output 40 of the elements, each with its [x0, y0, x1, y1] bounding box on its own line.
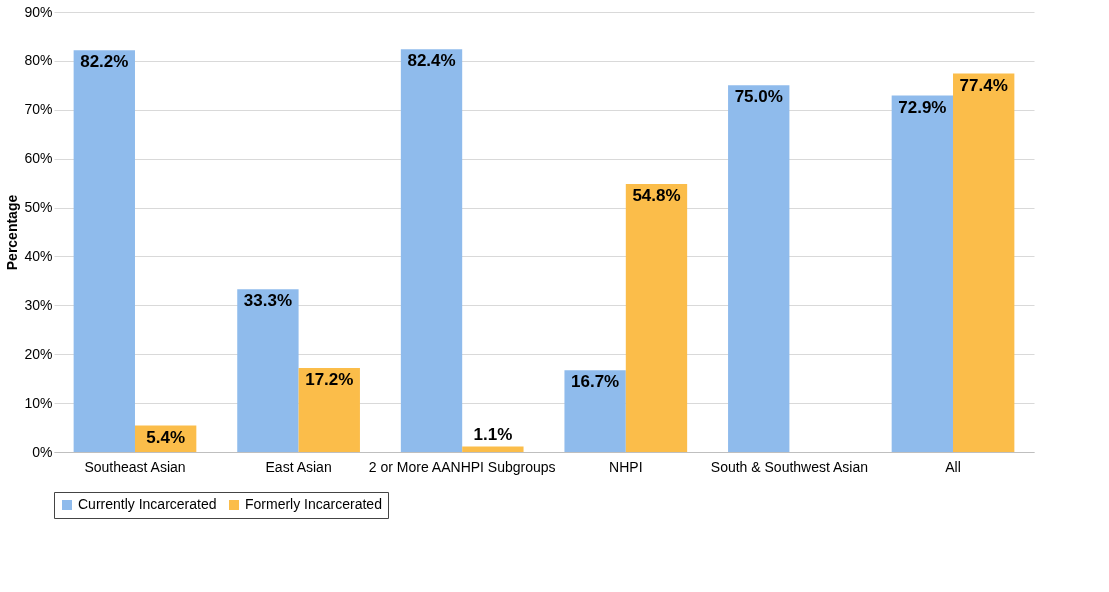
legend-label: Currently Incarcerated	[78, 496, 217, 512]
data-label: 77.4%	[959, 75, 1008, 95]
y-tick-label: 60%	[24, 150, 53, 167]
bar	[625, 184, 688, 452]
data-label: 16.7%	[571, 372, 620, 392]
bar	[462, 446, 524, 452]
data-label: 75.0%	[734, 87, 783, 107]
data-label: 1.1%	[473, 424, 513, 444]
data-label: 82.2%	[80, 52, 129, 72]
y-tick-label: 10%	[24, 394, 53, 411]
y-tick-label: 40%	[24, 247, 53, 264]
bar	[400, 49, 463, 452]
y-tick-label: 90%	[24, 3, 53, 20]
data-label: 72.9%	[898, 97, 947, 117]
data-label: 54.8%	[632, 186, 681, 206]
bar	[891, 95, 954, 452]
y-tick-label: 0%	[32, 443, 53, 460]
y-tick-label: 80%	[24, 52, 53, 69]
data-label: 82.4%	[407, 51, 456, 71]
data-label: 33.3%	[243, 291, 293, 311]
bar	[953, 73, 1015, 452]
y-tick-label: 50%	[24, 199, 53, 216]
x-tick-label: East Asian	[265, 458, 332, 475]
y-tick-label: 30%	[24, 296, 53, 313]
bar	[298, 367, 360, 452]
y-tick-label: 70%	[24, 101, 53, 118]
data-label: 17.2%	[305, 369, 354, 389]
x-tick-label: 2 or More AANHPI Subgroups	[368, 458, 556, 475]
bar	[564, 370, 626, 452]
data-label: 5.4%	[146, 427, 186, 447]
y-tick-label: 20%	[24, 345, 53, 362]
legend-label: Formerly Incarcerated	[245, 496, 382, 512]
bar	[73, 50, 135, 452]
x-tick-label: NHPI	[609, 458, 643, 475]
bar	[728, 85, 790, 452]
bar	[237, 289, 299, 452]
x-tick-label: All	[945, 458, 961, 475]
x-tick-label: South & Southwest Asian	[710, 458, 869, 475]
y-axis-title: Percentage	[4, 194, 21, 271]
x-tick-label: Southeast Asian	[84, 458, 186, 475]
